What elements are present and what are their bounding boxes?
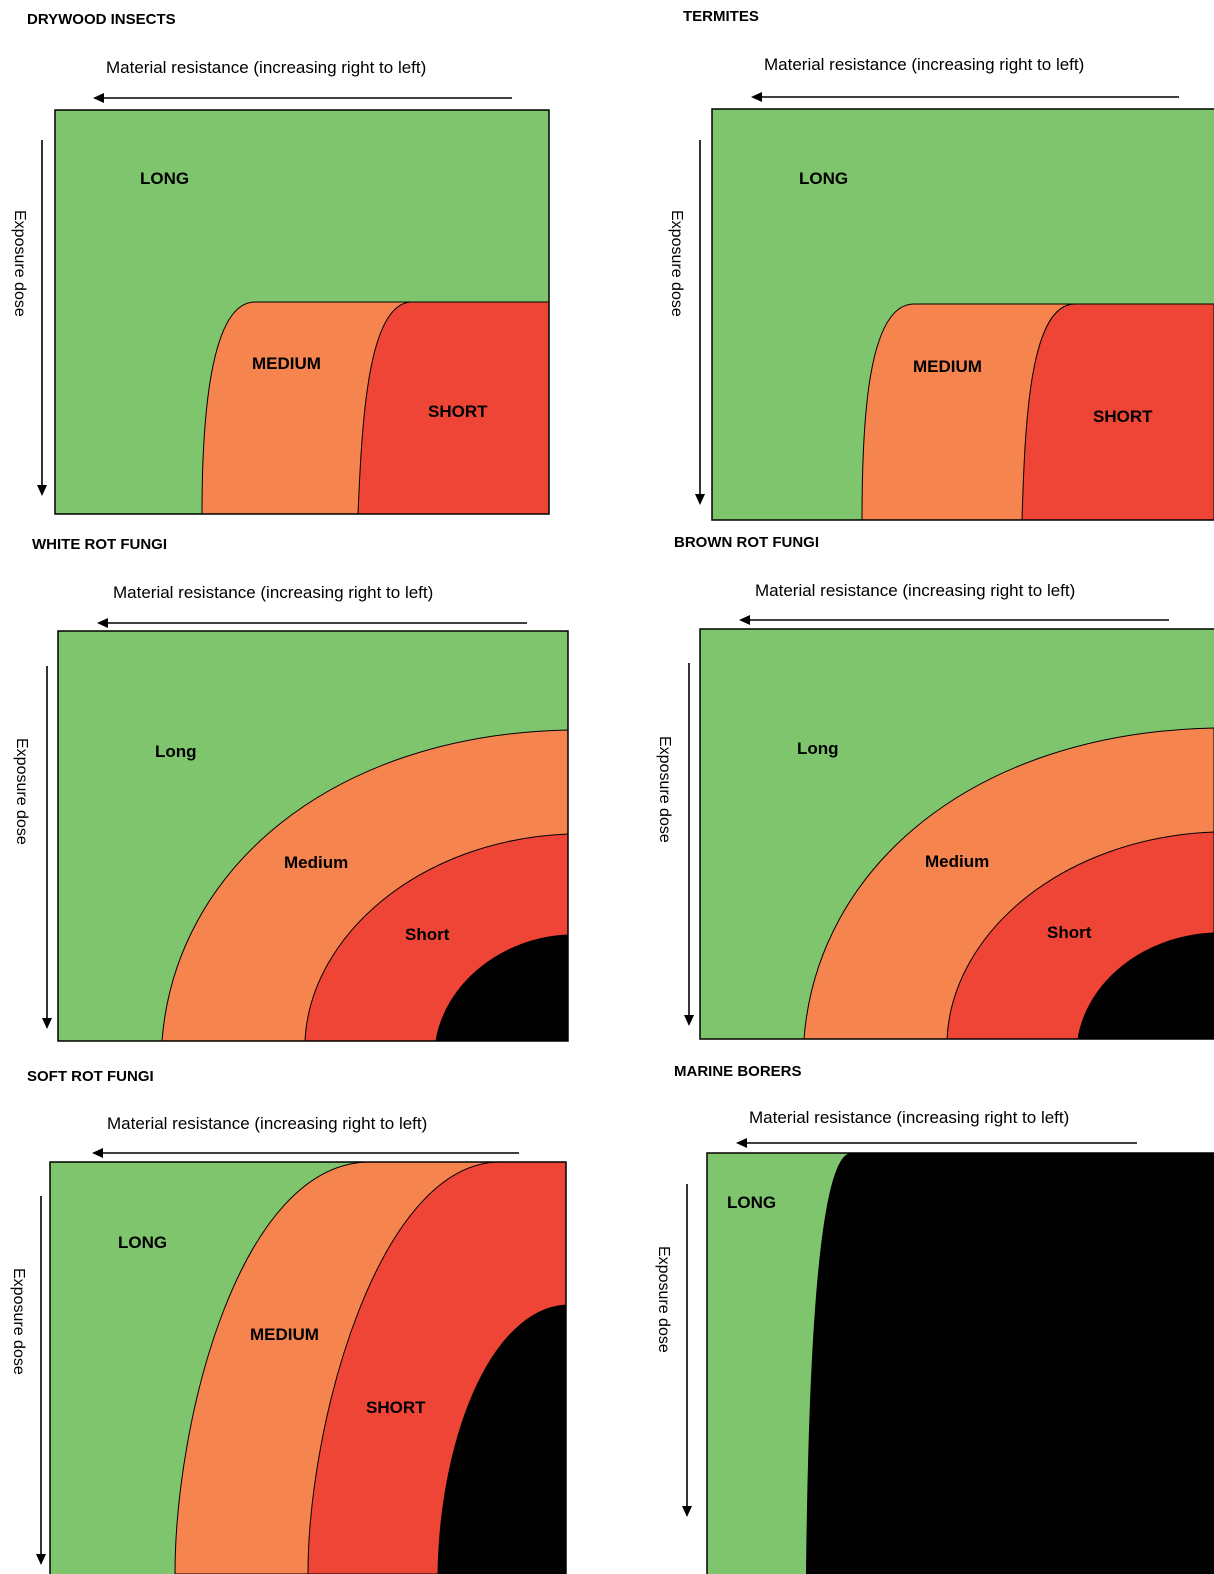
zone-label-long: Long bbox=[797, 739, 839, 758]
panel-title: SOFT ROT FUNGI bbox=[27, 1068, 154, 1085]
x-arrowhead-icon bbox=[93, 93, 104, 103]
x-axis-label: Material resistance (increasing right to… bbox=[113, 583, 434, 602]
zone-label-medium: Medium bbox=[925, 852, 989, 871]
x-axis-label: Material resistance (increasing right to… bbox=[764, 55, 1085, 74]
x-arrowhead-icon bbox=[736, 1138, 747, 1148]
zone-label-medium: MEDIUM bbox=[250, 1325, 319, 1344]
zone-short bbox=[1021, 303, 1214, 521]
y-arrowhead-icon bbox=[695, 494, 705, 505]
x-axis-label: Material resistance (increasing right to… bbox=[107, 1114, 428, 1133]
x-arrowhead-icon bbox=[97, 618, 108, 628]
y-arrowhead-icon bbox=[684, 1015, 694, 1026]
x-arrowhead-icon bbox=[751, 92, 762, 102]
zone-no-service bbox=[435, 934, 569, 1042]
y-arrowhead-icon bbox=[36, 1554, 46, 1565]
plot-frame bbox=[49, 1161, 567, 1574]
plot-frame bbox=[54, 109, 550, 515]
zone-label-long: LONG bbox=[799, 169, 848, 188]
panel-title: DRYWOOD INSECTS bbox=[27, 11, 176, 28]
x-axis-label: Material resistance (increasing right to… bbox=[106, 58, 427, 77]
x-axis-label: Material resistance (increasing right to… bbox=[749, 1108, 1070, 1127]
zone-label-long: LONG bbox=[140, 169, 189, 188]
zone-short bbox=[357, 301, 550, 515]
zone-label-short: Short bbox=[1047, 923, 1092, 942]
zone-no-service bbox=[806, 1153, 1214, 1574]
zone-label-medium: MEDIUM bbox=[913, 357, 982, 376]
plot-frame bbox=[711, 108, 1214, 521]
x-arrowhead-icon bbox=[739, 615, 750, 625]
plot-frame bbox=[706, 1152, 1214, 1574]
x-axis-label: Material resistance (increasing right to… bbox=[755, 581, 1076, 600]
plot-frame bbox=[699, 628, 1214, 1040]
zone-label-short: SHORT bbox=[428, 402, 488, 421]
zone-label-long: Long bbox=[155, 742, 197, 761]
zone-label-long: LONG bbox=[118, 1233, 167, 1252]
zone-label-short: SHORT bbox=[366, 1398, 426, 1417]
zone-label-short: Short bbox=[405, 925, 450, 944]
panel-title: WHITE ROT FUNGI bbox=[32, 536, 167, 553]
plot-frame bbox=[57, 630, 569, 1042]
panel-title: TERMITES bbox=[683, 8, 759, 25]
zone-label-long: LONG bbox=[727, 1193, 776, 1212]
y-arrowhead-icon bbox=[42, 1018, 52, 1029]
zone-no-service bbox=[1077, 932, 1214, 1040]
y-arrowhead-icon bbox=[37, 485, 47, 496]
panel-title: MARINE BORERS bbox=[674, 1063, 802, 1080]
x-arrowhead-icon bbox=[92, 1148, 103, 1158]
zone-no-service bbox=[437, 1304, 567, 1574]
panel-title: BROWN ROT FUNGI bbox=[674, 534, 819, 551]
zone-label-medium: Medium bbox=[284, 853, 348, 872]
zone-label-short: SHORT bbox=[1093, 407, 1153, 426]
y-arrowhead-icon bbox=[682, 1506, 692, 1517]
zone-label-medium: MEDIUM bbox=[252, 354, 321, 373]
